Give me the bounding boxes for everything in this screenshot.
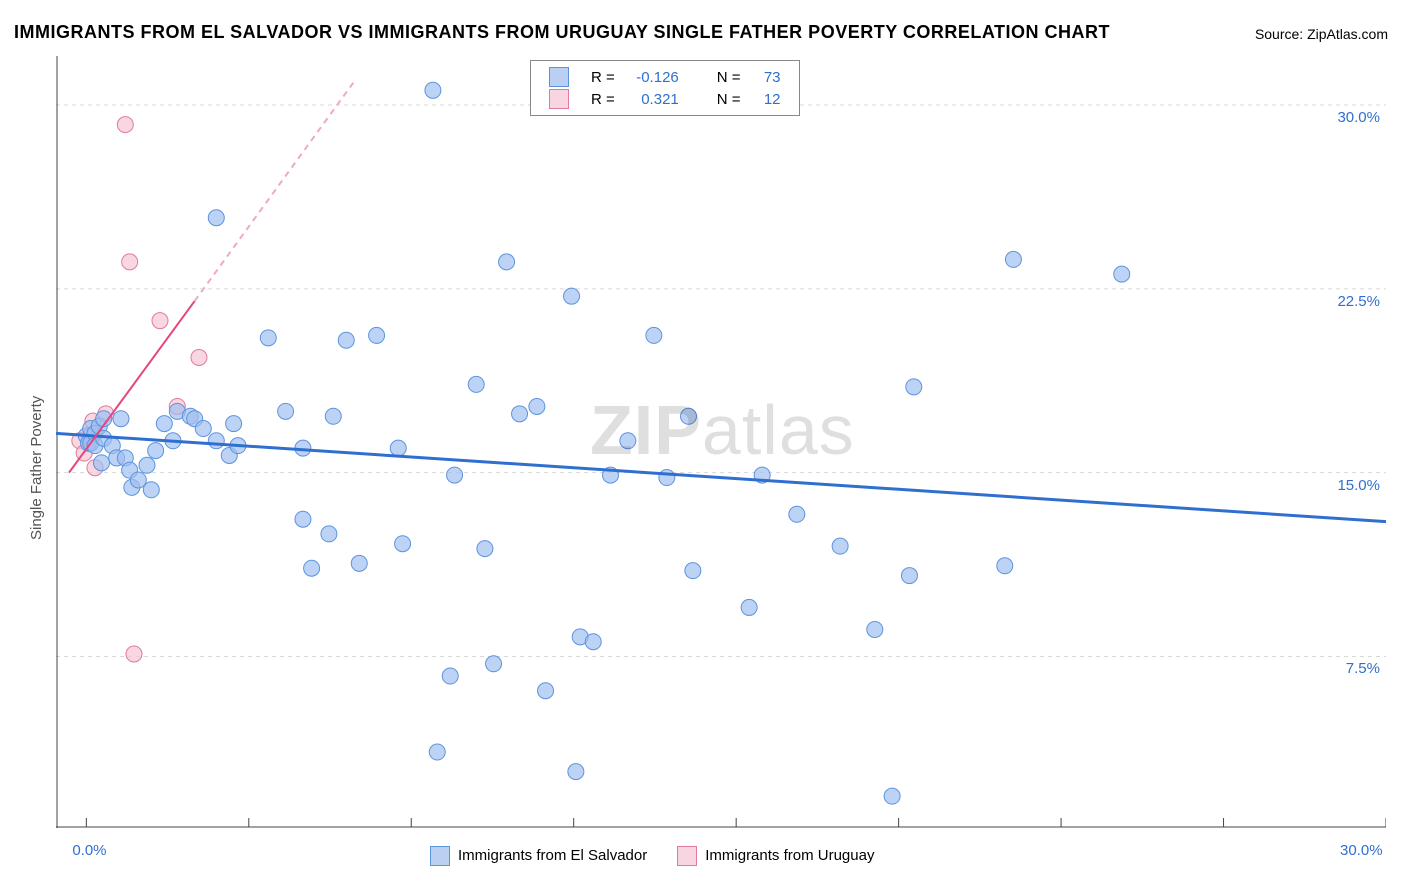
chart-title: IMMIGRANTS FROM EL SALVADOR VS IMMIGRANT… bbox=[14, 22, 1110, 43]
correlation-legend: R = -0.126 N = 73 R = 0.321 N = 12 bbox=[530, 60, 800, 116]
n-value: 73 bbox=[749, 67, 787, 87]
x-axis-min-label: 0.0% bbox=[72, 842, 106, 859]
source-credit: Source: ZipAtlas.com bbox=[1255, 26, 1388, 42]
legend-row-a: R = -0.126 N = 73 bbox=[543, 67, 787, 87]
legend-item-uruguay: Immigrants from Uruguay bbox=[677, 846, 874, 866]
legend-item-el-salvador: Immigrants from El Salvador bbox=[430, 846, 647, 866]
legend-label: Immigrants from El Salvador bbox=[458, 847, 647, 864]
swatch-el-salvador bbox=[430, 846, 450, 866]
chart-container: { "title": "IMMIGRANTS FROM EL SALVADOR … bbox=[0, 0, 1406, 892]
scatter-plot bbox=[56, 56, 1386, 828]
y-tick-label: 15.0% bbox=[1326, 477, 1380, 494]
n-label: N = bbox=[711, 67, 747, 87]
source-label: Source: bbox=[1255, 26, 1307, 42]
r-label: R = bbox=[585, 67, 621, 87]
legend-label: Immigrants from Uruguay bbox=[705, 847, 874, 864]
y-tick-label: 7.5% bbox=[1326, 660, 1380, 677]
x-axis-max-label: 30.0% bbox=[1340, 842, 1383, 859]
y-tick-label: 30.0% bbox=[1326, 109, 1380, 126]
y-axis-label: Single Father Poverty bbox=[28, 396, 45, 540]
r-label: R = bbox=[585, 89, 621, 109]
n-value: 12 bbox=[749, 89, 787, 109]
r-value: 0.321 bbox=[623, 89, 685, 109]
swatch-el-salvador bbox=[549, 67, 569, 87]
y-tick-label: 22.5% bbox=[1326, 293, 1380, 310]
source-value: ZipAtlas.com bbox=[1307, 26, 1388, 42]
swatch-uruguay bbox=[549, 89, 569, 109]
n-label: N = bbox=[711, 89, 747, 109]
swatch-uruguay bbox=[677, 846, 697, 866]
r-value: -0.126 bbox=[623, 67, 685, 87]
legend-row-b: R = 0.321 N = 12 bbox=[543, 89, 787, 109]
series-legend: Immigrants from El Salvador Immigrants f… bbox=[430, 846, 874, 866]
